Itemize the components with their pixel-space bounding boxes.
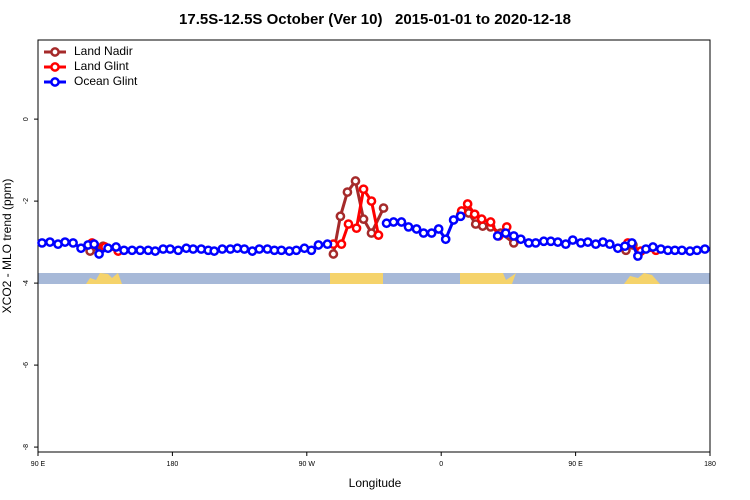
point	[418, 228, 429, 238]
land-shape	[460, 273, 516, 284]
point	[89, 239, 99, 250]
y-tick-label: -6	[23, 362, 30, 368]
y-axis-title: XCO2 - MLO trend (ppm)	[0, 179, 14, 314]
point	[440, 234, 451, 245]
point	[119, 245, 129, 256]
point	[604, 239, 615, 250]
land-shape	[86, 273, 122, 284]
y-tick-label: -8	[23, 444, 30, 450]
y-tick-label: 0	[23, 117, 30, 121]
point	[322, 239, 333, 250]
point	[111, 242, 121, 252]
point	[60, 237, 70, 247]
point	[217, 244, 228, 254]
point	[94, 249, 104, 259]
x-axis-title: Longitude	[349, 476, 402, 490]
y-tick-label: -4	[23, 280, 30, 286]
point	[127, 245, 137, 256]
point	[648, 242, 658, 252]
point	[328, 249, 339, 259]
point	[150, 246, 161, 256]
legend-label: Land Glint	[74, 59, 129, 73]
point	[455, 211, 466, 222]
point	[373, 230, 384, 240]
land-ocean-strip	[38, 273, 710, 284]
point	[313, 240, 324, 250]
point	[582, 237, 593, 247]
point	[378, 203, 389, 213]
point	[530, 238, 541, 248]
point	[462, 199, 473, 209]
point	[476, 214, 487, 224]
x-tick-label: 180	[704, 461, 716, 468]
legend-marker	[50, 47, 60, 57]
x-tick-label: 0	[439, 461, 443, 468]
point	[560, 239, 571, 250]
plot-frame	[37, 39, 711, 453]
point	[492, 231, 503, 241]
point	[342, 187, 353, 197]
point	[403, 222, 414, 232]
point	[692, 245, 702, 256]
x-tick-label: 90 E	[31, 461, 46, 468]
x-tick-label: 180	[167, 461, 179, 468]
point	[45, 237, 55, 247]
legend-marker	[50, 62, 60, 72]
legend-label: Land Nadir	[74, 44, 133, 58]
point	[188, 244, 199, 254]
land-shape	[330, 273, 383, 284]
point	[567, 235, 578, 245]
point	[306, 245, 317, 256]
chart-title: 17.5S-12.5S October (Ver 10) 2015-01-01 …	[179, 11, 571, 28]
point	[68, 238, 78, 248]
point	[633, 251, 643, 261]
point	[485, 217, 496, 227]
land-shape	[624, 273, 660, 284]
point	[552, 237, 563, 247]
point	[135, 245, 145, 256]
point	[388, 217, 399, 227]
point	[700, 244, 710, 254]
y-tick-label: -2	[23, 198, 30, 204]
point	[350, 176, 361, 186]
point	[411, 224, 422, 234]
point	[358, 214, 369, 224]
point	[335, 211, 346, 222]
point	[433, 224, 444, 234]
point	[103, 243, 113, 254]
point	[291, 245, 302, 256]
x-tick-label: 90 W	[299, 461, 316, 468]
point	[426, 228, 437, 238]
point	[677, 245, 687, 256]
point	[37, 238, 47, 248]
legend-marker	[50, 77, 60, 87]
point	[448, 215, 459, 225]
point	[500, 228, 511, 238]
x-tick-label: 90 E	[568, 461, 583, 468]
point	[173, 245, 184, 256]
point	[627, 238, 637, 248]
point	[469, 209, 480, 220]
legend-label: Ocean Glint	[74, 74, 138, 88]
point	[351, 223, 362, 234]
point	[358, 184, 369, 195]
point	[366, 196, 377, 206]
point	[254, 244, 265, 254]
point	[209, 246, 220, 256]
point	[396, 217, 407, 227]
point	[239, 244, 250, 254]
point	[276, 245, 287, 256]
point	[343, 219, 354, 229]
point	[336, 239, 347, 250]
point	[165, 244, 176, 254]
point	[515, 234, 526, 245]
